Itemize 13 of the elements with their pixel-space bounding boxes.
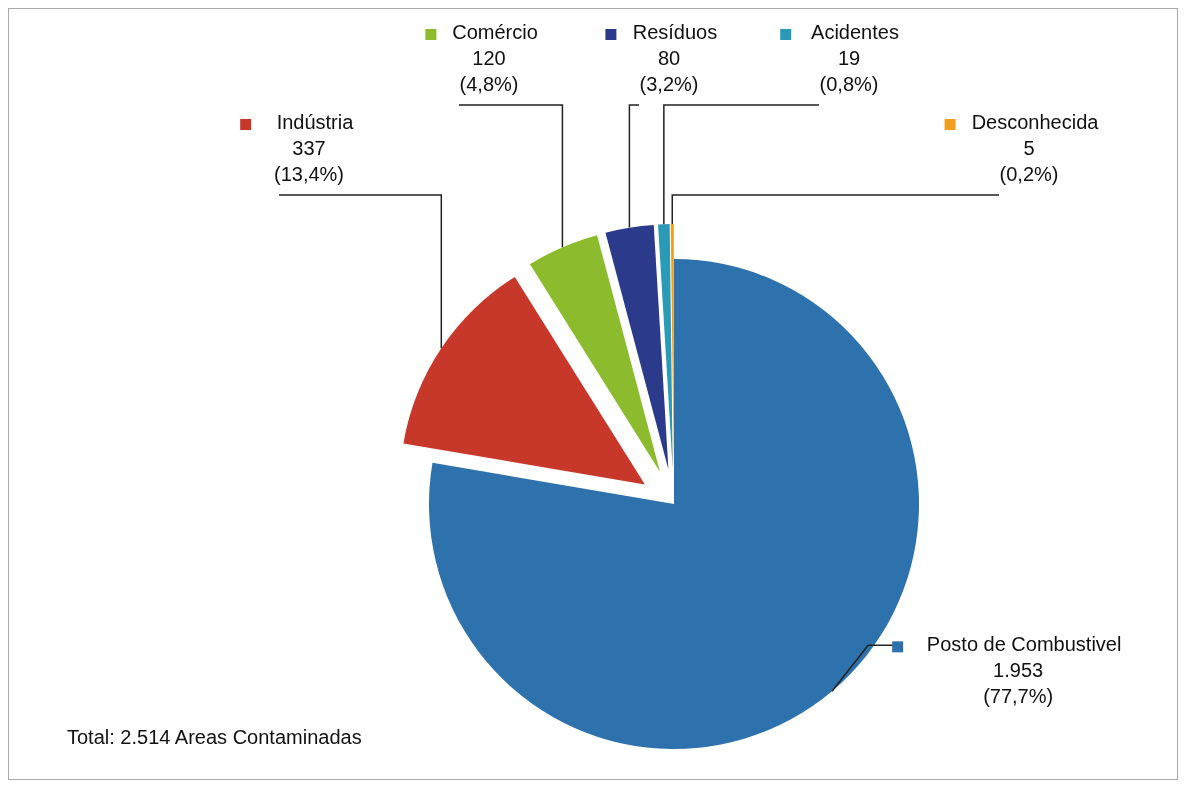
data-label: 80 (3,2%)	[639, 47, 699, 95]
text: Total: 2.514 Areas Contaminadas	[67, 726, 362, 749]
data-label: 337 (13,4%)	[273, 137, 345, 185]
data-label: 5 (0,2%)	[999, 137, 1059, 185]
legend-label: Desconhecida	[971, 111, 1100, 133]
data-label: 120 (4,8%)	[459, 47, 519, 95]
legend-label: Resíduos	[632, 21, 718, 43]
data-label: 19 (0,8%)	[819, 47, 879, 95]
legend-label: Indústria	[276, 111, 355, 133]
legend-label: Acidentes	[811, 21, 899, 43]
data-label: 1.953 (77,7%)	[983, 659, 1054, 708]
legend-label: Comércio	[452, 21, 538, 43]
legend-label: Posto de Combustivel	[926, 633, 1122, 656]
